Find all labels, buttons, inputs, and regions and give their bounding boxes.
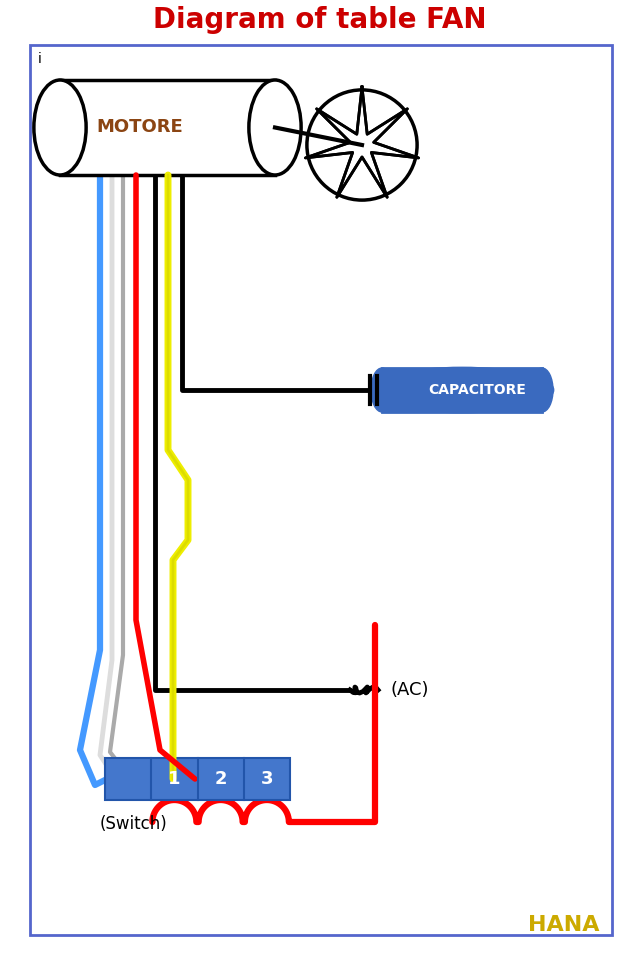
Text: HANA: HANA xyxy=(529,915,600,935)
Text: 3: 3 xyxy=(260,770,273,788)
Text: Diagram of table FAN: Diagram of table FAN xyxy=(153,6,487,34)
Text: 1: 1 xyxy=(168,770,180,788)
Text: MOTORE: MOTORE xyxy=(96,118,183,136)
Ellipse shape xyxy=(249,80,301,175)
Text: CAPACITORE: CAPACITORE xyxy=(428,383,526,397)
Bar xyxy=(105,758,290,800)
Text: (Switch): (Switch) xyxy=(100,815,168,833)
Text: 2: 2 xyxy=(214,770,227,788)
Text: i: i xyxy=(38,52,42,66)
Ellipse shape xyxy=(531,368,553,412)
Circle shape xyxy=(307,90,417,200)
Bar xyxy=(60,80,275,175)
Ellipse shape xyxy=(34,80,86,175)
Bar xyxy=(382,368,542,412)
Text: (AC): (AC) xyxy=(390,681,429,699)
Ellipse shape xyxy=(371,368,393,412)
